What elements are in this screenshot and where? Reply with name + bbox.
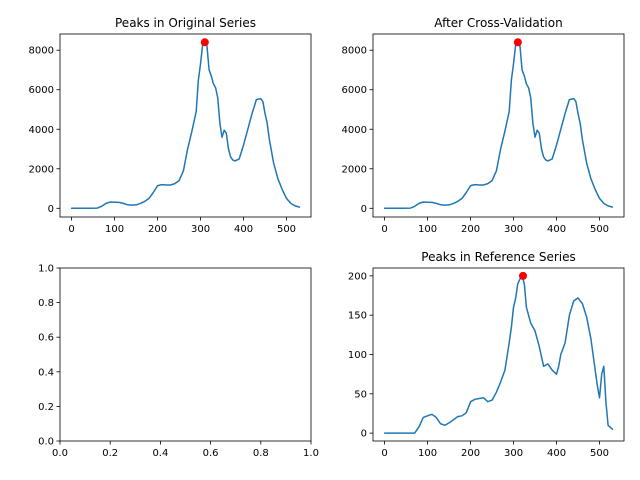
y-tick-label: 2000 <box>29 164 54 175</box>
subplot-bottom-left: 0.0 0.2 0.4 0.6 0.8 1.0 0.0 0.2 0.4 0.6 0.8 1.0 <box>38 264 319 460</box>
y-tick-label: 0.2 <box>38 402 54 413</box>
x-tick-label: 0 <box>381 224 387 235</box>
x-tick-label: 300 <box>504 448 523 459</box>
y-tick-label: 6000 <box>342 85 367 96</box>
subplot-top-left: 0 100 200 300 400 500 0 2000 4000 6000 8000 Peaks i… <box>29 16 312 235</box>
subplot-top-right: 0 100 200 300 400 500 0 2000 4000 6000 8000 After C… <box>342 16 625 235</box>
x-tick-label: 200 <box>148 224 167 235</box>
y-tick-label: 0.4 <box>38 367 54 378</box>
x-tick-label: 100 <box>418 448 437 459</box>
y-tick-label: 0.6 <box>38 333 54 344</box>
y-tick-label: 0 <box>361 204 367 215</box>
x-tick-label: 0 <box>381 448 387 459</box>
x-tick-label: 100 <box>418 224 437 235</box>
subplot-bottom-right: 0 100 200 300 400 500 0 50 100 150 200 Peaks in Ref… <box>348 250 625 459</box>
y-tick-label: 100 <box>348 350 367 361</box>
y-tick-label: 0 <box>48 204 54 215</box>
chart-title: Peaks in Reference Series <box>421 250 575 264</box>
y-tick-label: 4000 <box>342 125 367 136</box>
y-tick-label: 150 <box>348 311 367 322</box>
x-tick-label: 0.2 <box>102 448 118 459</box>
peak-marker <box>200 38 209 47</box>
x-tick-label: 200 <box>461 448 480 459</box>
series-line <box>383 275 614 434</box>
y-tick-label: 2000 <box>342 164 367 175</box>
x-tick-label: 0.4 <box>152 448 168 459</box>
x-tick-label: 300 <box>504 224 523 235</box>
x-tick-label: 0.8 <box>253 448 269 459</box>
x-tick-label: 200 <box>461 224 480 235</box>
y-tick-label: 8000 <box>29 46 54 57</box>
peak-marker <box>513 38 522 47</box>
y-tick-label: 8000 <box>342 46 367 57</box>
x-tick-label: 500 <box>590 224 609 235</box>
x-tick-label: 100 <box>105 224 124 235</box>
chart-title: After Cross-Validation <box>434 16 562 30</box>
y-tick-label: 200 <box>348 271 367 282</box>
x-tick-label: 0 <box>68 224 74 235</box>
x-tick-label: 0.6 <box>203 448 219 459</box>
axes-frame <box>59 267 312 442</box>
x-tick-label: 400 <box>547 224 566 235</box>
x-tick-label: 300 <box>191 224 210 235</box>
peak-marker <box>518 271 527 280</box>
x-tick-label: 1.0 <box>303 448 319 459</box>
y-tick-label: 0.8 <box>38 298 54 309</box>
chart-title: Peaks in Original Series <box>115 16 256 30</box>
x-tick-label: 400 <box>547 448 566 459</box>
y-tick-label: 0.0 <box>38 437 54 448</box>
y-tick-label: 0 <box>361 429 367 440</box>
x-tick-label: 500 <box>590 448 609 459</box>
x-tick-label: 0.0 <box>52 448 68 459</box>
x-tick-label: 400 <box>234 224 253 235</box>
axes-frame <box>372 33 625 218</box>
y-tick-label: 6000 <box>29 85 54 96</box>
y-tick-label: 4000 <box>29 125 54 136</box>
axes-frame <box>59 33 312 218</box>
y-tick-label: 50 <box>354 389 367 400</box>
y-tick-label: 1.0 <box>38 264 54 275</box>
x-tick-label: 500 <box>277 224 296 235</box>
